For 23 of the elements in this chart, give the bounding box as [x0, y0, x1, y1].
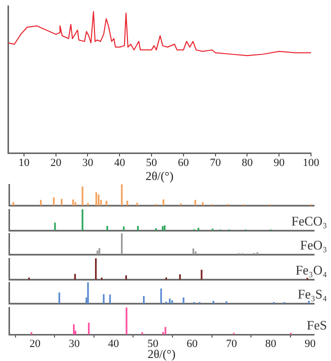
series-label: FeCO₃: [291, 212, 327, 228]
text: FeO₃: [300, 237, 327, 252]
x-tick-label: 100: [302, 156, 320, 169]
x-tick-label: 70: [210, 156, 222, 169]
x-tick-label: 40: [114, 156, 126, 169]
series-label: FeS: [306, 316, 327, 332]
series-label: Fe₃O₄: [296, 262, 328, 277]
x-tick-label: 20: [29, 337, 41, 350]
x-tick-label: 80: [265, 337, 277, 350]
x-tick-label: 20: [50, 156, 62, 169]
x-axis-title: 2θ/(°): [146, 168, 174, 183]
x-tick-label: 30: [82, 156, 94, 169]
x-tick-label: 70: [226, 337, 238, 350]
x-tick-label: 40: [108, 337, 120, 350]
x-tick-label: 60: [178, 156, 190, 169]
x-tick-label: 30: [68, 337, 80, 350]
x-tick-label: 90: [304, 337, 316, 350]
x-tick-label: 90: [274, 156, 286, 169]
x-tick-label: 50: [146, 156, 158, 169]
x-tick-label: 60: [186, 337, 198, 350]
x-tick-label: 10: [18, 156, 30, 169]
series-label: Fe₃S₄: [298, 286, 328, 302]
x-tick-label: 80: [242, 156, 254, 169]
